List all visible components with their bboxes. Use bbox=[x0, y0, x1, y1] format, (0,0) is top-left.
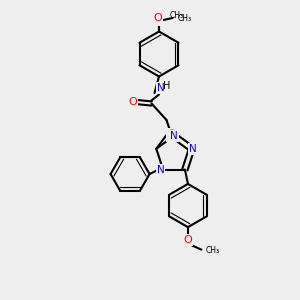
Text: CH₃: CH₃ bbox=[169, 11, 184, 20]
Text: O: O bbox=[184, 235, 192, 245]
Text: N: N bbox=[189, 144, 197, 154]
Text: S: S bbox=[167, 128, 175, 142]
Text: N: N bbox=[170, 131, 178, 141]
Text: O: O bbox=[155, 16, 163, 26]
Text: O: O bbox=[128, 97, 137, 107]
Text: H: H bbox=[163, 81, 170, 92]
Text: CH₃: CH₃ bbox=[206, 246, 220, 255]
Text: CH₃: CH₃ bbox=[178, 14, 192, 22]
Text: O: O bbox=[153, 13, 162, 23]
Text: N: N bbox=[157, 83, 164, 93]
Text: N: N bbox=[157, 164, 164, 175]
